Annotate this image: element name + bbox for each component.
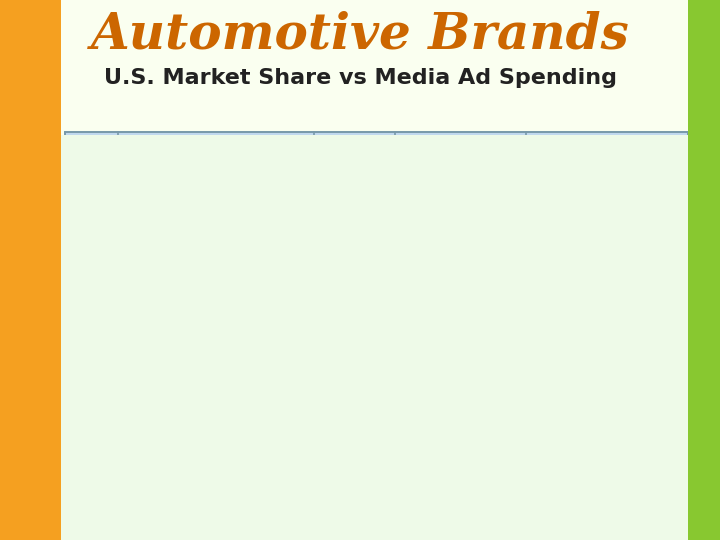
Text: Source: "Top 10 Auto Brands," www.adage.com, accessed October 1, 2008: Source: "Top 10 Auto Brands," www.adage.… [166, 500, 554, 510]
Bar [65, 201, 688, 256]
Text: $ 132.1: $ 132.1 [416, 383, 516, 407]
Text: $ 24.8: $ 24.8 [592, 272, 675, 296]
Text: $ 41.2: $ 41.2 [592, 383, 675, 407]
Text: 3.2%: 3.2% [323, 383, 388, 407]
Text: Honda Accord: Honda Accord [130, 272, 315, 296]
Bar [65, 312, 688, 367]
Text: 5: 5 [82, 437, 101, 463]
Text: 3.1%: 3.1% [323, 438, 388, 462]
Text: $ 12.1: $ 12.1 [592, 217, 675, 241]
Text: Rank: Rank [76, 160, 106, 173]
Text: Chevrolet Impala: Chevrolet Impala [130, 438, 357, 462]
Text: Nissan Altima: Nissan Altima [130, 383, 313, 407]
Text: $ 112.0: $ 112.0 [416, 328, 516, 352]
Bar [65, 423, 688, 478]
Text: $ 18.8: $ 18.8 [592, 438, 675, 462]
Text: Media Ad
Spend (Mil): Media Ad Spend (Mil) [443, 153, 510, 181]
Text: 4.6%: 4.6% [323, 272, 388, 296]
Text: Toyota Camry: Toyota Camry [130, 217, 310, 241]
Text: $ 65.6: $ 65.6 [432, 217, 516, 241]
Text: $ 114.3: $ 114.3 [416, 272, 516, 296]
Text: 3.9%: 3.9% [323, 328, 388, 352]
Bar [65, 132, 688, 201]
Bar [65, 367, 688, 423]
Bar [65, 256, 688, 312]
Text: Cost Per
Share Pt. (Mil): Cost Per Share Pt. (Mil) [585, 153, 668, 181]
Text: Automotive Brands: Automotive Brands [91, 11, 629, 59]
Text: U.S. Market Share vs Media Ad Spending: U.S. Market Share vs Media Ad Spending [104, 68, 616, 89]
Text: $ 28.7: $ 28.7 [592, 328, 675, 352]
Text: 1: 1 [82, 216, 101, 242]
Text: $ 58.5: $ 58.5 [432, 438, 516, 462]
Text: Brand: Brand [198, 160, 233, 173]
Text: 5.4%: 5.4% [323, 217, 388, 241]
Text: Honda Civic: Honda Civic [130, 328, 287, 352]
Text: 3: 3 [82, 327, 101, 353]
Text: 2: 2 [82, 272, 101, 298]
Text: Market
Share: Market Share [344, 153, 385, 181]
Text: 4: 4 [82, 382, 100, 408]
